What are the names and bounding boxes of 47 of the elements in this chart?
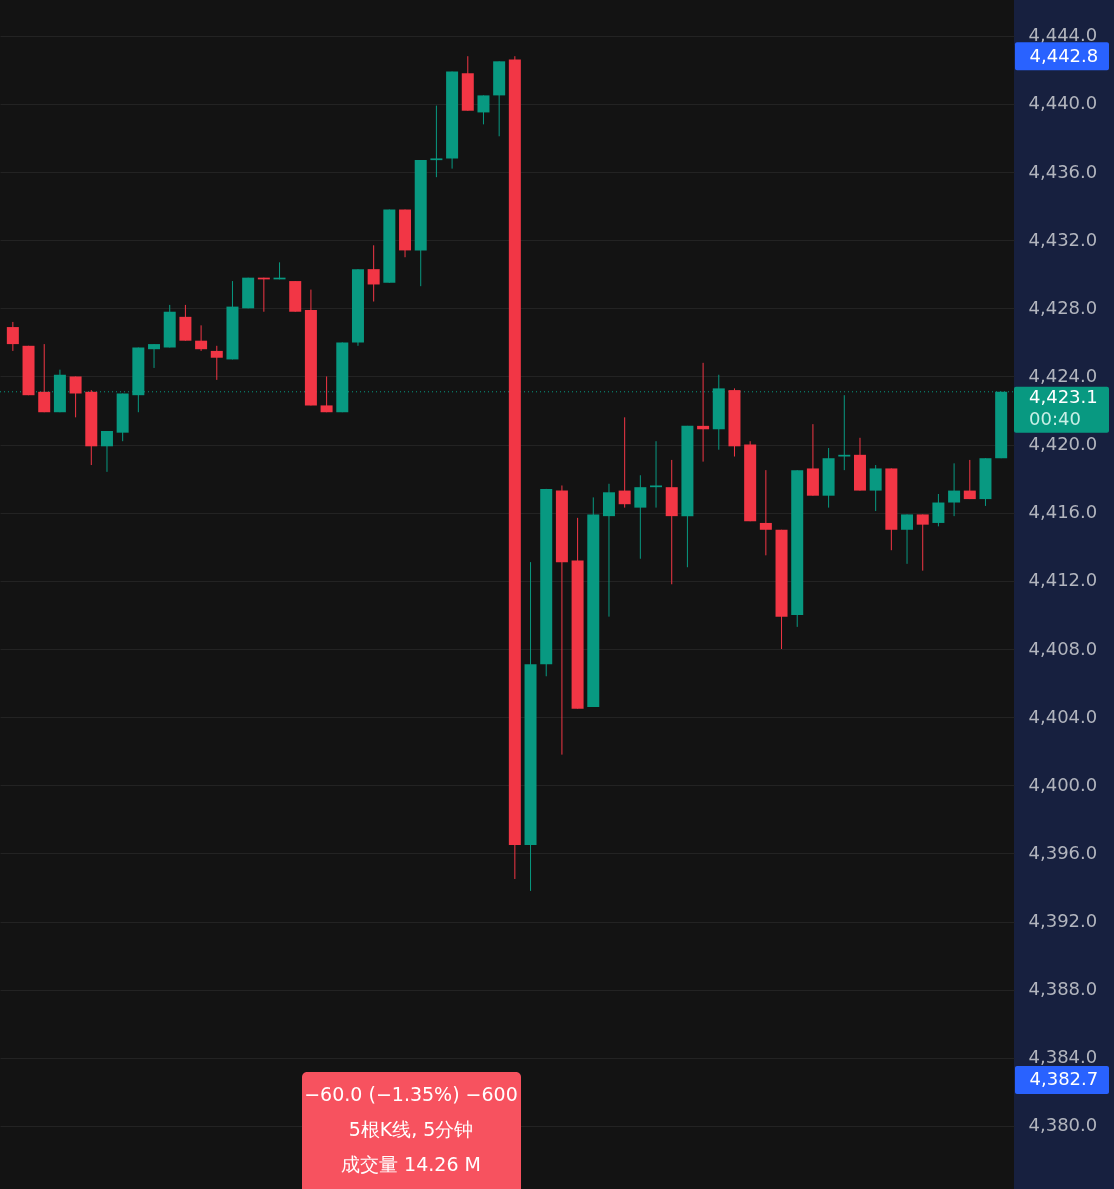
annotation: 5根K线, 5分钟	[348, 1118, 474, 1140]
candlestick	[148, 343, 161, 369]
y-tick-label: 4,444.0	[1028, 24, 1098, 46]
annotation: 成交量 14.26 M	[341, 1153, 481, 1175]
y-tick-label: 4,392.0	[1028, 910, 1098, 932]
candlestick	[367, 244, 380, 303]
candlestick	[100, 430, 113, 473]
candlestick	[869, 464, 882, 512]
candlestick	[602, 483, 615, 618]
candlestick	[650, 440, 663, 509]
y-tick-label: 4,388.0	[1028, 978, 1098, 1000]
candlestick	[916, 513, 929, 572]
y-tick-label: 4,440.0	[1028, 92, 1098, 114]
y-tick-label: 4,384.0	[1028, 1046, 1098, 1068]
y-tick-label: 4,380.0	[1028, 1114, 1098, 1136]
candlestick	[210, 345, 223, 381]
candlestick	[963, 459, 976, 500]
y-tick-label: 4,396.0	[1028, 841, 1098, 863]
y-tick-label: 4,432.0	[1028, 228, 1098, 250]
candlestick	[759, 469, 772, 556]
candlestick	[195, 324, 208, 352]
y-tick-label: 4,400.0	[1028, 773, 1098, 795]
candlestick	[430, 105, 443, 178]
candlestick	[69, 375, 82, 418]
y-tick-label: 4,382.7	[1029, 1068, 1099, 1090]
y-tick-label: 4,442.8	[1029, 44, 1099, 66]
candlestick	[6, 321, 19, 352]
candlestick	[932, 493, 945, 527]
y-tick-label: 4,424.0	[1028, 364, 1098, 386]
annotation: −60.0 (−1.35%) −600	[304, 1083, 518, 1105]
candlestick	[618, 416, 631, 509]
y-tick-label: 4,416.0	[1028, 501, 1098, 523]
candlestick	[901, 513, 914, 565]
y-tick-label: 4,428.0	[1028, 296, 1098, 318]
candlestick	[179, 304, 192, 342]
candlestick	[38, 343, 51, 413]
candlestick	[948, 462, 961, 517]
candlestick	[477, 94, 490, 125]
candlestick	[838, 394, 851, 471]
y-tick-label: 4,420.0	[1028, 433, 1098, 455]
y-tick-label: 4,408.0	[1028, 637, 1098, 659]
y-tick-label: 4,404.0	[1028, 705, 1098, 727]
ref-line-label: 4,423.1 00:40	[1029, 385, 1098, 429]
candlestick	[320, 375, 333, 413]
candlestick	[634, 474, 647, 560]
y-tick-label: 4,436.0	[1028, 160, 1098, 182]
y-tick-label: 4,412.0	[1028, 569, 1098, 591]
